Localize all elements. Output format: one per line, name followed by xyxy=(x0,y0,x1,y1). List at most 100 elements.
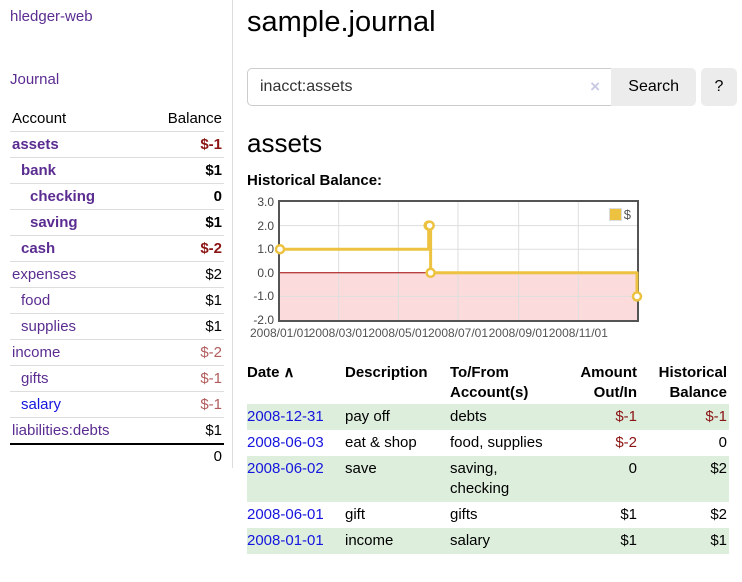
page-title: sample.journal xyxy=(247,6,436,38)
account-balance: $1 xyxy=(145,287,224,314)
search-button[interactable]: Search xyxy=(611,68,696,106)
main-content: sample.journal × Search ? assets Histori… xyxy=(233,0,742,554)
chart-plot-area[interactable]: $ xyxy=(274,200,643,322)
account-link[interactable]: salary xyxy=(21,396,62,413)
account-cell: checking xyxy=(10,183,146,210)
y-tick-label: -2.0 xyxy=(253,313,274,327)
register-col-label: Date xyxy=(247,364,280,381)
account-balance: $1 xyxy=(145,417,224,444)
register-col-description: Description xyxy=(345,362,450,404)
account-link[interactable]: food xyxy=(21,292,51,309)
accounts-col-balance: Balance xyxy=(167,110,222,127)
register-col-label: Historical Balance xyxy=(658,364,727,401)
account-link[interactable]: cash xyxy=(21,240,56,257)
account-balance: $1 xyxy=(145,313,224,340)
register-date-link[interactable]: 2008-06-01 xyxy=(247,506,324,523)
register-amount-cell: $1 xyxy=(620,532,637,549)
register-col-label: To/From Account(s) xyxy=(450,364,529,401)
account-balance: $-1 xyxy=(145,391,224,418)
register-table: Date ∧ Description To/From Account(s) Amount… xyxy=(247,362,729,554)
register-balance-cell: $-1 xyxy=(705,408,727,425)
register-description-cell: save xyxy=(345,460,377,477)
register-balance-cell: $2 xyxy=(710,506,727,523)
accounts-header-row: Account Balance xyxy=(10,108,224,132)
app-brand-link[interactable]: hledger-web xyxy=(10,8,93,25)
account-link[interactable]: bank xyxy=(21,162,57,179)
y-tick-label: -1.0 xyxy=(253,289,274,304)
register-row: 2008-12-31 pay off debts $-1 $-1 xyxy=(247,404,729,430)
account-row: income $-2 xyxy=(10,339,224,366)
register-accounts-cell: saving, checking xyxy=(450,460,510,497)
account-balance: $-2 xyxy=(145,339,224,366)
account-link[interactable]: expenses xyxy=(12,266,77,283)
account-row: salary $-1 xyxy=(10,391,224,418)
y-tick-label: 3.0 xyxy=(257,195,274,209)
account-balance: 0 xyxy=(145,183,224,210)
register-amount-cell: $1 xyxy=(620,506,637,523)
register-date-cell: 2008-06-02 xyxy=(247,456,345,502)
x-tick-label: 2008/05/01 xyxy=(368,326,429,340)
account-row: saving $1 xyxy=(10,209,224,236)
register-description-cell: gift xyxy=(345,506,366,523)
legend-swatch-icon xyxy=(608,208,622,221)
help-button[interactable]: ? xyxy=(701,68,737,106)
nav-journal: Journal xyxy=(10,71,224,88)
register-description-cell: income xyxy=(345,532,394,549)
y-tick-label: 1.0 xyxy=(257,242,274,257)
account-link[interactable]: supplies xyxy=(21,318,77,335)
chart-svg xyxy=(274,202,643,320)
chart-x-axis: 2008/01/01 2008/03/01 2008/05/01 2008/07/01… xyxy=(250,326,637,342)
register-header-row: Date ∧ Description To/From Account(s) Amount… xyxy=(247,362,729,404)
account-link[interactable]: saving xyxy=(30,214,78,231)
register-date-link[interactable]: 2008-01-01 xyxy=(247,532,324,549)
account-row: expenses $2 xyxy=(10,261,224,288)
register-date-cell: 2008-06-01 xyxy=(247,502,345,528)
clear-search-icon[interactable]: × xyxy=(590,77,600,96)
accounts-table: Account Balance assets $-1 bank $1 checking 0… xyxy=(10,108,224,468)
x-tick-label: 2008/09/01 xyxy=(488,326,549,340)
register-date-cell: 2008-06-03 xyxy=(247,430,345,456)
register-col-label: Description xyxy=(345,364,428,381)
accounts-col-account: Account xyxy=(12,110,67,127)
register-accounts-cell: food, supplies xyxy=(450,434,543,451)
account-balance: $1 xyxy=(145,157,224,184)
register-accounts-cell: gifts xyxy=(450,506,478,523)
register-description-cell: eat & shop xyxy=(345,434,417,451)
account-balance: $-1 xyxy=(145,131,224,158)
register-row: 2008-06-03 eat & shop food, supplies $-2 0 xyxy=(247,430,729,456)
account-row: cash $-2 xyxy=(10,235,224,262)
account-row: liabilities:debts $1 xyxy=(10,417,224,444)
search-bar: × Search ? xyxy=(247,68,737,106)
account-link[interactable]: income xyxy=(12,344,61,361)
x-tick-label: 2008/07/01 xyxy=(427,326,489,340)
register-col-date[interactable]: Date ∧ xyxy=(247,362,345,404)
nav-journal-link[interactable]: Journal xyxy=(10,71,60,88)
account-balance: $1 xyxy=(145,209,224,236)
register-amount-cell: 0 xyxy=(628,460,637,477)
account-link[interactable]: assets xyxy=(12,136,59,153)
register-date-link[interactable]: 2008-12-31 xyxy=(247,408,324,425)
register-date-cell: 2008-12-31 xyxy=(247,404,345,430)
account-balance: $-2 xyxy=(145,235,224,262)
account-link[interactable]: gifts xyxy=(21,370,49,387)
legend-label: $ xyxy=(623,207,631,222)
sort-ascending-icon[interactable]: ∧ xyxy=(283,364,295,381)
x-tick-label: 2008/03/01 xyxy=(308,326,369,340)
account-link[interactable]: checking xyxy=(30,188,96,205)
account-cell: supplies xyxy=(10,313,146,340)
account-cell: liabilities:debts xyxy=(10,417,146,444)
account-link[interactable]: liabilities:debts xyxy=(12,422,110,439)
sidebar: hledger-web Journal Account Balance asse… xyxy=(0,0,233,468)
account-cell: food xyxy=(10,287,146,314)
register-date-link[interactable]: 2008-06-02 xyxy=(247,460,324,477)
account-cell: salary xyxy=(10,391,146,418)
account-heading: assets xyxy=(247,128,323,158)
register-balance-cell: 0 xyxy=(718,434,727,451)
page: hledger-web Journal Account Balance asse… xyxy=(0,0,742,554)
register-date-link[interactable]: 2008-06-03 xyxy=(247,434,324,451)
account-row: bank $1 xyxy=(10,157,224,184)
register-col-label: Amount Out/In xyxy=(580,364,637,401)
search-input[interactable] xyxy=(247,68,612,106)
account-row: food $1 xyxy=(10,287,224,314)
register-col-to-from-account-s: To/From Account(s) xyxy=(450,362,562,404)
